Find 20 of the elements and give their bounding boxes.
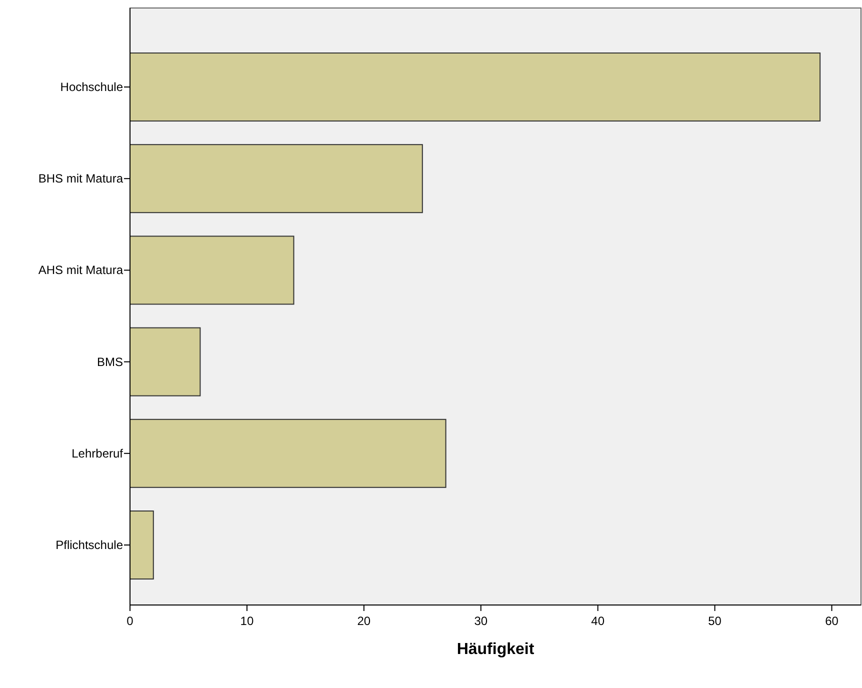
y-tick-label: Lehrberuf — [72, 446, 124, 460]
x-tick-label: 10 — [240, 614, 254, 628]
bar — [130, 236, 294, 305]
x-tick-label: 60 — [825, 614, 839, 628]
bar — [130, 327, 201, 396]
bar — [130, 52, 821, 122]
bar — [130, 144, 423, 214]
y-tick-label: BHS mit Matura — [38, 172, 124, 186]
x-tick-label: 40 — [591, 614, 605, 628]
x-axis-title: Häufigkeit — [456, 641, 535, 658]
bar — [130, 510, 154, 580]
x-tick-label: 20 — [357, 614, 371, 628]
x-tick-label: 50 — [708, 614, 722, 628]
y-tick-label: AHS mit Matura — [38, 263, 124, 278]
x-tick-label: 30 — [474, 614, 488, 628]
x-tick-label: 0 — [126, 614, 134, 628]
y-tick-label: BMS — [96, 354, 123, 369]
y-tick-label: Pflichtschule — [56, 538, 124, 552]
bar — [130, 418, 446, 488]
y-tick-label: Hochschule — [60, 80, 124, 94]
